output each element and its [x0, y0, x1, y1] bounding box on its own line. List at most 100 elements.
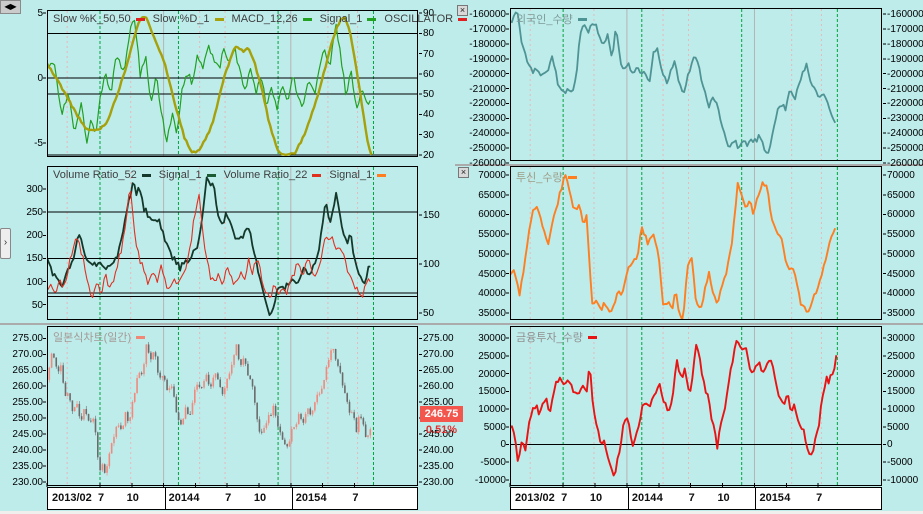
y-axis-tick-label: -230000 [469, 113, 506, 125]
x-axis-tick-label: 7 [97, 492, 105, 504]
y-axis-tick-label: -240000 [887, 128, 923, 140]
y-axis-tick-label: 235.00 [423, 460, 454, 472]
y-axis-tick-label: 70000 [478, 170, 506, 182]
panel-separator [0, 323, 455, 325]
legend-item-label: Volume Ratio_22 [223, 169, 308, 181]
y-axis-tick-label: 70 [423, 48, 435, 60]
legend-item-label: 외국인_수량 [516, 14, 573, 26]
x-axis-band-left[interactable]: 2013/02 7 10 2014 4 7 10 2015 4 7 [47, 487, 418, 510]
close-panel-checkbox-trust[interactable]: × [458, 167, 469, 178]
y-axis-tick-label: 30 [423, 129, 435, 141]
panel-l1-plot[interactable] [47, 10, 418, 157]
y-axis-tick-label: -190000 [469, 53, 506, 65]
y-axis-tick-label: -210000 [469, 83, 506, 95]
y-axis-tick-label: -180000 [469, 38, 506, 50]
y-axis-tick-label: -250000 [469, 143, 506, 155]
y-axis-tick-label: 300 [26, 184, 43, 196]
y-axis-tick-label: -220000 [469, 98, 506, 110]
x-axis-tick-label: 2014 [168, 492, 194, 504]
close-icon: × [459, 5, 466, 15]
x-axis-tick-label: 2013/02 [52, 492, 92, 504]
series-line [47, 190, 371, 299]
y-axis-tick-label: 0 [887, 439, 893, 451]
y-axis-tick-label: 270.00 [423, 349, 454, 361]
x-axis-tick-label: 7 [352, 492, 359, 504]
y-axis-tick-label: 30000 [887, 333, 915, 345]
x-axis-tick-label: 10 [253, 492, 267, 504]
panel-expander-button[interactable]: › [0, 228, 11, 259]
panel-r1-plot[interactable] [510, 8, 882, 161]
panel-r2-plot[interactable] [510, 166, 882, 320]
legend-color-dash-icon [136, 336, 146, 339]
y-axis-tick-label: -5000 [480, 457, 506, 469]
legend-item: Volume Ratio_52 [53, 169, 159, 181]
legend-item-label: OSCILLATOR [384, 13, 454, 25]
y-axis-tick-label: -260000 [469, 157, 506, 169]
y-axis-tick-label: 265.00 [423, 365, 454, 377]
y-axis-tick-label: -160000 [887, 9, 923, 21]
x-axis-band-right[interactable]: 2013/02 7 10 2014 4 7 10 2015 4 7 [510, 487, 882, 510]
y-axis-tick-label: 45000 [478, 268, 506, 280]
legend-r1: 외국인_수량 [516, 11, 595, 27]
x-axis-tick-label: 4 [320, 492, 327, 504]
y-axis-tick-label: -200000 [469, 68, 506, 80]
legend-color-dash-icon [312, 174, 322, 177]
y-axis-tick-label: 270.00 [12, 349, 43, 361]
legend-color-dash-icon [458, 18, 468, 21]
y-axis-tick-label: 50 [423, 89, 435, 101]
legend-item-label: Volume Ratio_52 [53, 169, 137, 181]
y-axis-tick-label: 35000 [478, 307, 506, 319]
x-axis-tick-label: 2015 [295, 492, 321, 504]
panel-l2-plot[interactable] [47, 166, 418, 320]
y-axis-tick-label: -250000 [887, 143, 923, 155]
y-axis-tick-label: 0 [37, 72, 43, 84]
legend-item: OSCILLATOR [384, 13, 475, 25]
panel-l3-plot[interactable] [47, 326, 418, 486]
legend-item: MACD_12,26 [232, 13, 320, 25]
y-axis-tick-label: 230.00 [12, 476, 43, 488]
y-axis-tick-label: 50 [31, 299, 43, 311]
series-line [47, 15, 373, 157]
legend-item-label: Slow %D_1 [152, 13, 210, 25]
y-axis-tick-label: 90 [423, 8, 435, 20]
y-axis-tick-label: 40000 [478, 288, 506, 300]
bottom-strip [0, 511, 923, 514]
x-axis-tick-label: 4 [784, 492, 791, 504]
legend-r3: 금융투자_수량 [516, 329, 605, 345]
y-axis-tick-label: 20 [423, 149, 435, 161]
y-axis-tick-label: 245.00 [423, 429, 454, 441]
x-axis-tick-label: 2014 [631, 492, 657, 504]
y-axis-tick-label: 10000 [478, 404, 506, 415]
y-axis-tick-label: 55000 [887, 229, 915, 241]
x-axis-tick-label: 2013/02 [515, 492, 555, 504]
legend-color-dash-icon [141, 174, 151, 177]
legend-item: Signal_1 [159, 169, 224, 181]
panel-r3-plot[interactable] [510, 326, 882, 486]
y-axis-tick-label: 255.00 [12, 397, 43, 409]
y-axis-tick-label: 260.00 [423, 381, 454, 393]
y-axis-tick-label: 240.00 [12, 444, 43, 456]
legend-color-dash-icon [214, 18, 224, 21]
legend-item-label: MACD_12,26 [231, 13, 298, 25]
y-axis-tick-label: 10000 [887, 404, 915, 415]
y-axis-tick-label: -170000 [469, 23, 506, 35]
right-arrow-icon: ▶ [10, 2, 17, 11]
x-axis-tick-label: 2015 [759, 492, 784, 504]
y-axis-tick-label: 55000 [478, 229, 506, 241]
y-axis-tick-label: 80 [423, 28, 435, 40]
y-axis-tick-label: -220000 [887, 98, 923, 110]
x-axis-tick-label: 7 [688, 492, 695, 504]
y-axis-tick-label: 100 [26, 276, 43, 288]
y-axis-tick-label: 240.00 [423, 444, 454, 456]
y-axis-tick-label: 20000 [478, 368, 506, 380]
legend-item: Signal_1 [329, 169, 394, 181]
close-panel-checkbox-foreign[interactable]: × [457, 5, 468, 16]
y-axis-tick-label: 0 [500, 439, 506, 451]
y-axis-tick-label: -5000 [887, 457, 913, 469]
y-axis-tick-label: 200 [26, 230, 43, 242]
legend-item: Slow %K_50,50 [53, 13, 153, 25]
legend-item-label: Signal_1 [319, 13, 363, 25]
y-axis-tick-label: 65000 [887, 189, 915, 201]
pan-scroll-button[interactable]: ◀▶ [0, 0, 21, 14]
